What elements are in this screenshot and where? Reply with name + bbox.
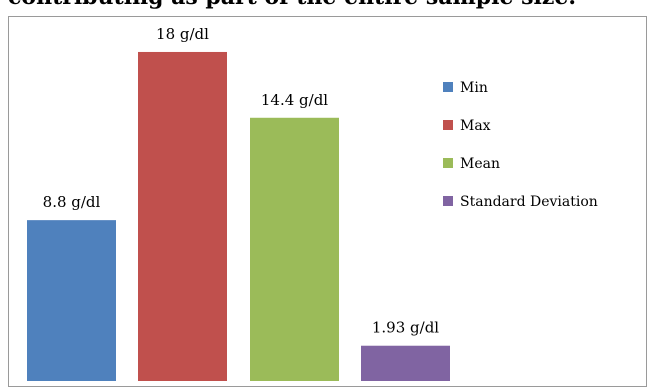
data-label-max: 18 g/dl (156, 25, 209, 43)
data-label-min: 8.8 g/dl (43, 193, 101, 211)
legend-swatch-max (443, 120, 453, 130)
caption-fragment: contributing as part of the entire sampl… (8, 0, 576, 8)
bar-standard-deviation (361, 345, 450, 381)
bar-max (138, 51, 227, 381)
data-labels-group: 8.8 g/dl 18 g/dl 14.4 g/dl 1.93 g/dl (43, 25, 440, 337)
legend-label-min: Min (460, 80, 488, 96)
legend-swatch-min (443, 82, 453, 92)
legend-swatch-mean (443, 158, 453, 168)
legend-swatch-standard-deviation (443, 196, 453, 206)
bar-min (27, 220, 116, 381)
legend: Min Max Mean Standard Deviation (443, 80, 598, 210)
legend-label-standard-deviation: Standard Deviation (460, 194, 598, 210)
data-label-standard-deviation: 1.93 g/dl (372, 319, 439, 337)
legend-label-mean: Mean (460, 156, 500, 172)
bar-mean (250, 117, 339, 381)
bars-group (27, 51, 450, 381)
data-label-mean: 14.4 g/dl (261, 91, 328, 109)
legend-label-max: Max (460, 118, 491, 134)
